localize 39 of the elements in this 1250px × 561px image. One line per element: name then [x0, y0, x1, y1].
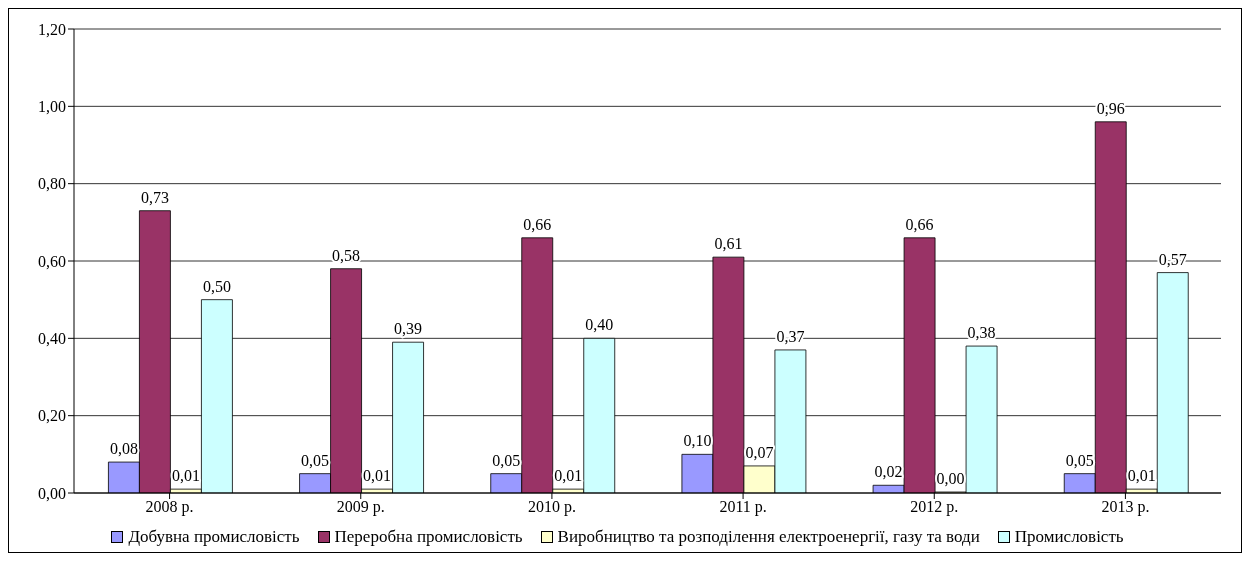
- y-tick-label: 0,60: [38, 252, 66, 270]
- data-label: 0,05: [301, 451, 330, 469]
- data-label: 0,08: [109, 440, 138, 458]
- x-tick-label: 2011 р.: [719, 498, 767, 517]
- legend-label: Виробництво та розподілення електроенергії, газу та води: [557, 527, 980, 547]
- data-label: 0,38: [967, 324, 996, 342]
- data-label: 0,66: [905, 215, 934, 233]
- legend-label: Промисловість: [1014, 527, 1124, 547]
- x-tick-label: 2010 р.: [527, 498, 576, 517]
- legend-label: Переробна промисловість: [334, 527, 523, 547]
- data-label: 0,05: [492, 451, 521, 469]
- data-label: 0,39: [394, 320, 423, 338]
- data-label: 0,01: [171, 467, 200, 485]
- x-tick-label: 2009 р.: [336, 498, 385, 517]
- data-label: 0,01: [554, 467, 583, 485]
- x-tick-label: 2012 р.: [910, 498, 959, 517]
- data-label: 0,73: [140, 188, 169, 206]
- data-label: 0,05: [1065, 451, 1094, 469]
- data-label: 0,07: [745, 443, 774, 461]
- data-label: 0,58: [332, 246, 361, 264]
- y-tick-label: 0,80: [38, 175, 66, 193]
- legend-label: Добувна промисловість: [128, 527, 300, 547]
- y-tick-label: 0,40: [38, 330, 66, 348]
- x-tick-label: 2013 р.: [1101, 498, 1150, 517]
- y-tick-label: 1,20: [38, 20, 66, 38]
- data-label: 0,61: [714, 235, 743, 253]
- y-tick-label: 1,00: [38, 98, 66, 116]
- data-label: 0,10: [683, 432, 712, 450]
- data-label: 0,02: [874, 463, 903, 481]
- data-label: 0,40: [585, 316, 614, 334]
- x-tick-label: 2008 р.: [145, 498, 194, 517]
- data-label: 0,57: [1158, 250, 1187, 268]
- data-label: 0,50: [202, 277, 231, 295]
- data-label: 0,01: [363, 467, 392, 485]
- data-label: 0,01: [1127, 467, 1156, 485]
- data-label: 0,66: [523, 215, 552, 233]
- data-label: 0,00: [936, 470, 965, 487]
- y-tick-label: 0,20: [38, 407, 66, 425]
- y-tick-label: 0,00: [38, 484, 66, 502]
